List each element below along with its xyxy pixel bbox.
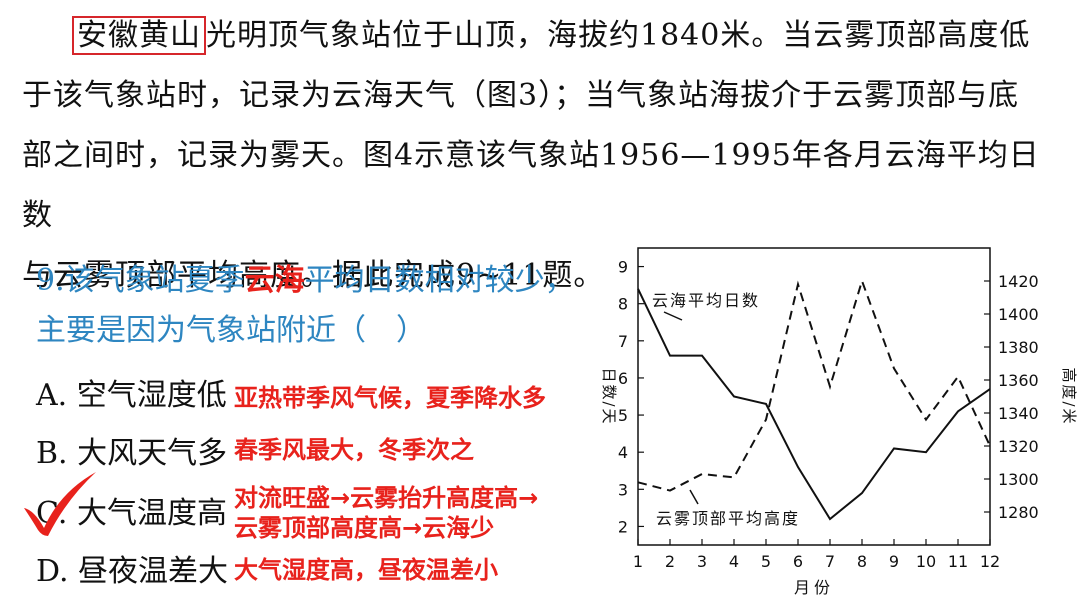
option-a-note: 亚热带季风气候，夏季降水多 xyxy=(234,378,546,413)
y-left-tick-label: 7 xyxy=(618,332,628,351)
x-tick-label: 12 xyxy=(980,552,1000,571)
x-tick-label: 7 xyxy=(825,552,835,571)
series-label-days: 云海平均日数 xyxy=(652,291,760,310)
option-d-note: 大气湿度高，昼夜温差小 xyxy=(234,550,498,585)
passage-line-3: 部之间时，记录为雾天。图4示意该气象站1956—1995年各月云海平均日数 xyxy=(22,126,1062,246)
y-left-tick-label: 2 xyxy=(618,517,628,536)
x-tick-label: 10 xyxy=(916,552,936,571)
passage-text-1: 光明顶气象站位于山顶，海拔约1840米。当云雾顶部高度低 xyxy=(206,18,1030,53)
highlight-box: 安徽黄山 xyxy=(72,16,206,55)
x-tick-label: 2 xyxy=(665,552,675,571)
y-right-tick-label: 1300 xyxy=(998,470,1039,489)
y-left-tick-label: 3 xyxy=(618,480,628,499)
option-c-note-2: 云雾顶部高度高→云海少 xyxy=(234,508,494,543)
y-right-tick-label: 1340 xyxy=(998,404,1039,423)
y-left-axis-label: 日数/天 xyxy=(600,367,618,425)
x-tick-label: 8 xyxy=(857,552,867,571)
question-stem: 9.该气象站夏季云海平均日数相对较少，主要是因为气象站附近（ ） xyxy=(36,256,596,356)
y-left-tick-label: 6 xyxy=(618,369,628,388)
y-right-tick-label: 1360 xyxy=(998,371,1039,390)
y-right-tick-label: 1320 xyxy=(998,437,1039,456)
y-right-tick-label: 1380 xyxy=(998,338,1039,357)
x-tick-label: 5 xyxy=(761,552,771,571)
option-b[interactable]: B. 大风天气多 xyxy=(36,428,227,472)
leader-line-days xyxy=(664,312,682,320)
question-prefix: 9.该气象站夏季 xyxy=(36,263,245,298)
y-right-tick-label: 1400 xyxy=(998,305,1039,324)
leader-line-height xyxy=(690,490,698,504)
passage-line-2: 于该气象站时，记录为云海天气（图3）；当气象站海拔介于云雾顶部与底 xyxy=(22,66,1062,126)
y-left-tick-label: 4 xyxy=(618,443,628,462)
y-right-tick-label: 1280 xyxy=(998,503,1039,522)
x-tick-label: 11 xyxy=(948,552,968,571)
passage-line-1: 安徽黄山光明顶气象站位于山顶，海拔约1840米。当云雾顶部高度低 xyxy=(22,6,1062,66)
question-keyword: 云海 xyxy=(245,263,305,298)
series-label-height: 云雾顶部平均高度 xyxy=(656,509,800,528)
option-a[interactable]: A. 空气湿度低 xyxy=(36,370,227,414)
x-tick-label: 6 xyxy=(793,552,803,571)
x-tick-label: 3 xyxy=(697,552,707,571)
checkmark-icon xyxy=(20,470,100,540)
y-left-tick-label: 9 xyxy=(618,258,628,277)
y-right-axis-label: 高度/米 xyxy=(1060,367,1078,425)
y-right-tick-label: 1420 xyxy=(998,272,1039,291)
option-b-note: 春季风最大，冬季次之 xyxy=(234,430,474,465)
y-left-tick-label: 8 xyxy=(618,295,628,314)
option-d[interactable]: D. 昼夜温差大 xyxy=(36,546,228,590)
x-axis-label: 月份 xyxy=(794,578,834,597)
x-tick-label: 9 xyxy=(889,552,899,571)
x-tick-label: 1 xyxy=(633,552,643,571)
x-tick-label: 4 xyxy=(729,552,739,571)
y-left-tick-label: 5 xyxy=(618,406,628,425)
series-line-height xyxy=(638,281,990,491)
